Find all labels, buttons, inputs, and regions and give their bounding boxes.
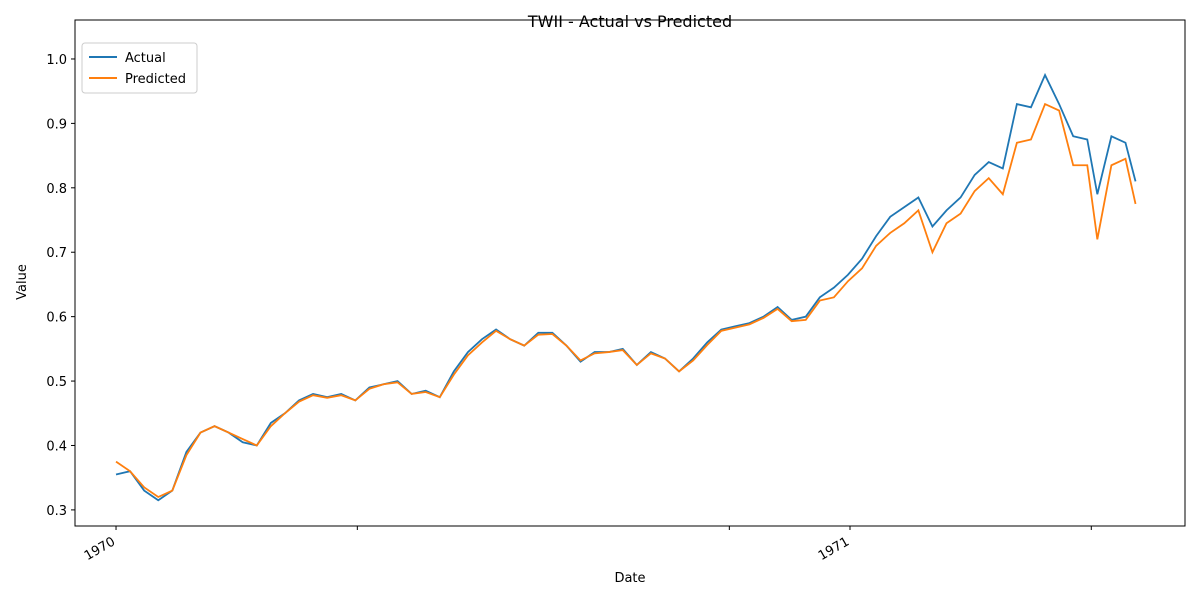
y-tick-label: 0.8 — [46, 182, 67, 197]
x-axis-label: Date — [614, 571, 645, 586]
y-tick-label: 0.6 — [46, 311, 67, 326]
y-axis-label: Value — [15, 264, 30, 300]
y-tick-label: 0.9 — [46, 117, 67, 132]
y-tick-label: 0.7 — [46, 246, 67, 261]
data-line — [115, 72, 1137, 502]
y-tick-label: 1.0 — [46, 53, 67, 68]
plot-frame — [74, 19, 1186, 527]
y-tick-label: 0.4 — [46, 439, 67, 454]
legend-box — [81, 42, 198, 94]
y-tick-label: 0.5 — [46, 375, 67, 390]
x-tick-label: 1971 — [816, 534, 852, 564]
legend-label: Predicted — [125, 72, 186, 87]
data-line — [115, 102, 1137, 499]
x-tick-label: 1970 — [82, 534, 118, 564]
legend-label: Actual — [125, 51, 166, 66]
chart-title: TWII - Actual vs Predicted — [527, 12, 732, 31]
y-tick-label: 0.3 — [46, 504, 67, 519]
